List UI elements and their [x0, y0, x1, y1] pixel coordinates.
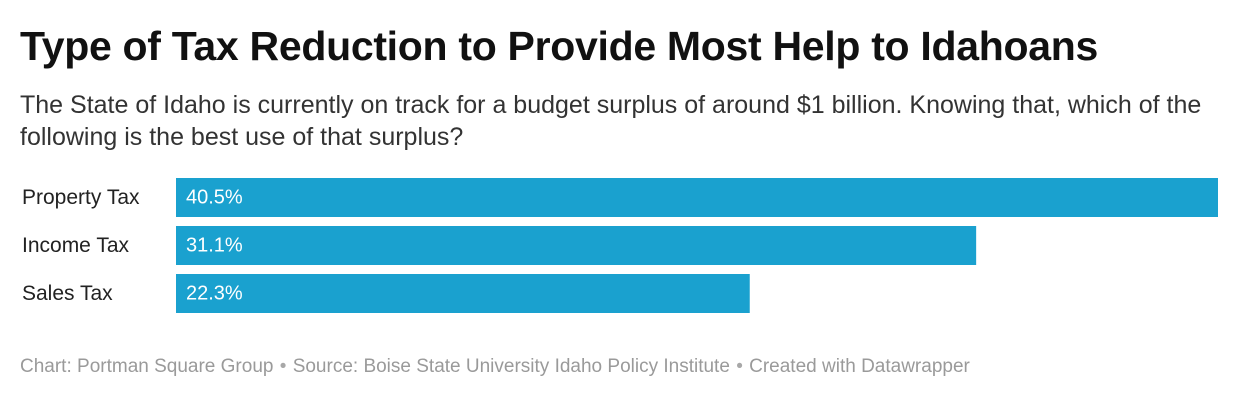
- category-label: Income Tax: [22, 234, 129, 257]
- bar-row: Income Tax 31.1%: [22, 226, 977, 265]
- bar: [176, 226, 977, 265]
- category-label: Sales Tax: [22, 282, 113, 305]
- chart-credit: Chart: Portman Square Group: [20, 356, 274, 377]
- bar-value-label: 40.5%: [186, 187, 243, 209]
- bar-chart-svg: Property Tax 40.5% Income Tax 31.1% Sales Ta…: [22, 178, 1218, 313]
- footer-separator: •: [279, 356, 287, 377]
- category-label: Property Tax: [22, 186, 140, 209]
- created-with: Created with Datawrapper: [749, 356, 970, 377]
- chart-source: Source: Boise State University Idaho Pol…: [292, 356, 730, 377]
- bar-row: Property Tax 40.5%: [22, 178, 1218, 217]
- chart-title: Type of Tax Reduction to Provide Most He…: [20, 23, 1098, 69]
- bar-value-label: 22.3%: [186, 283, 243, 305]
- bar-chart: Property Tax 40.5% Income Tax 31.1% Sales Ta…: [0, 170, 1240, 320]
- bar-row: Sales Tax 22.3%: [22, 274, 750, 313]
- chart-footer: Chart: Portman Square Group • Source: Bo…: [20, 353, 970, 381]
- bar: [176, 274, 750, 313]
- chart-subtitle: The State of Idaho is currently on track…: [20, 91, 1202, 151]
- bar: [176, 178, 1218, 217]
- footer-separator: •: [736, 356, 743, 377]
- bar-value-label: 31.1%: [186, 235, 243, 257]
